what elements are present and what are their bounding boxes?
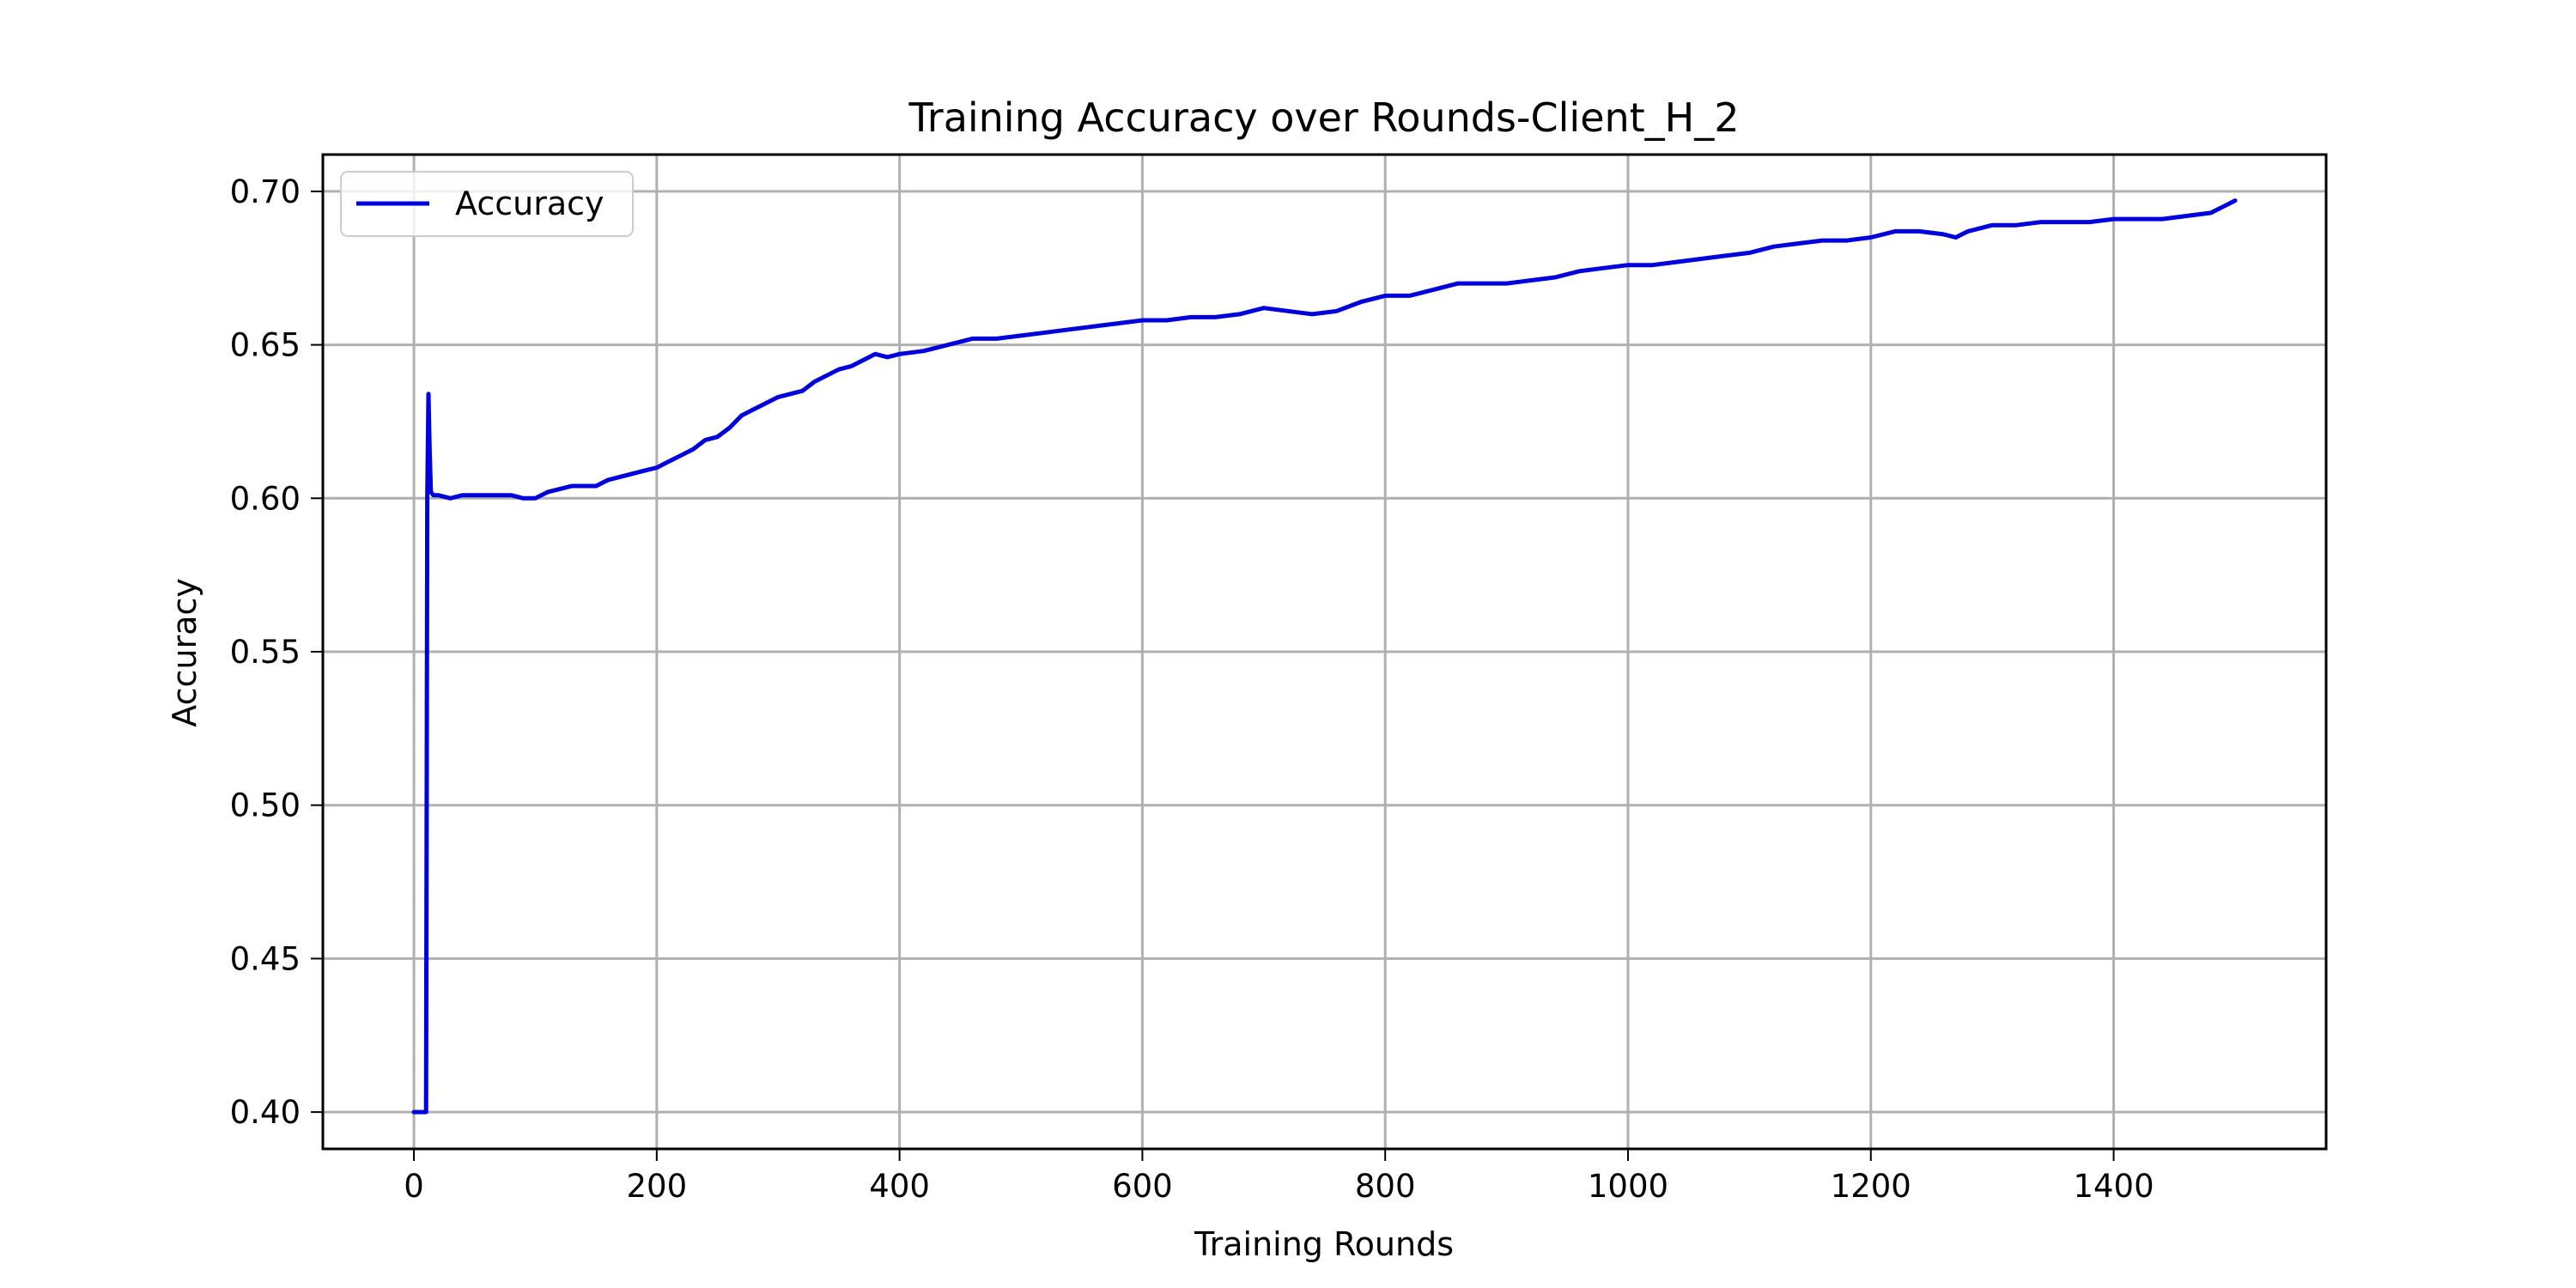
grid xyxy=(323,155,2326,1149)
x-tick-label: 0 xyxy=(404,1168,424,1205)
y-tick-label: 0.60 xyxy=(230,480,301,517)
x-tick-label: 1000 xyxy=(1588,1168,1668,1205)
legend-box xyxy=(340,171,634,237)
x-tick-label: 1200 xyxy=(1831,1168,1911,1205)
x-axis-label: Training Rounds xyxy=(1194,1225,1454,1263)
legend-label-accuracy: Accuracy xyxy=(455,185,605,222)
ticks: 0 200 400 600 800 1000 1200 1400 0.40 0.45 0.50 0.5… xyxy=(230,173,2154,1205)
x-tick-label: 800 xyxy=(1355,1168,1416,1205)
y-tick-label: 0.40 xyxy=(230,1094,301,1131)
y-axis-label: Accuracy xyxy=(166,578,204,727)
chart-title: Training Accuracy over Rounds-Client_H_2 xyxy=(908,94,1739,141)
x-tick-label: 1400 xyxy=(2073,1168,2154,1205)
y-tick-label: 0.65 xyxy=(230,327,301,364)
y-tick-label: 0.45 xyxy=(230,940,301,977)
y-tick-label: 0.50 xyxy=(230,787,301,824)
series-line-accuracy xyxy=(411,198,2238,1115)
y-tick-label: 0.70 xyxy=(230,173,301,210)
x-tick-label: 200 xyxy=(627,1168,688,1205)
legend: Accuracy xyxy=(340,171,634,237)
x-tick-label: 400 xyxy=(869,1168,930,1205)
y-tick-label: 0.55 xyxy=(230,634,301,671)
x-tick-label: 600 xyxy=(1112,1168,1173,1205)
series-group xyxy=(411,198,2238,1115)
